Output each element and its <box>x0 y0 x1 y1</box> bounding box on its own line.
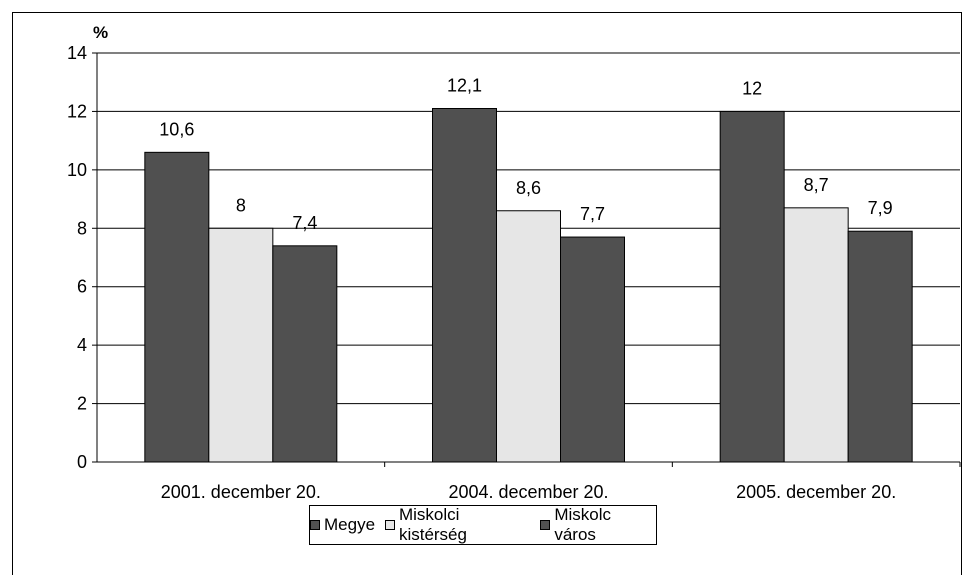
legend-item-miskolc-varos: Miskolc város <box>540 505 656 545</box>
y-tick-label: 0 <box>77 452 87 472</box>
data-label: 7,9 <box>868 198 893 218</box>
data-label: 7,7 <box>580 204 605 224</box>
data-label: 7,4 <box>292 213 317 233</box>
y-tick-label: 14 <box>67 43 87 63</box>
bar <box>432 108 497 463</box>
legend-item-megye: Megye <box>310 515 375 535</box>
data-label: 8 <box>236 195 246 215</box>
data-label: 12,1 <box>447 76 482 96</box>
chart-frame <box>12 12 962 575</box>
bar <box>208 227 274 463</box>
bar <box>847 230 913 463</box>
data-label: 10,6 <box>159 119 194 139</box>
y-tick-label: 2 <box>77 394 87 414</box>
y-tick-label: 6 <box>77 277 87 297</box>
data-label: 12 <box>742 78 762 98</box>
legend-label-megye: Megye <box>324 515 376 534</box>
legend-swatch-megye <box>310 520 320 530</box>
data-label: 8,6 <box>516 178 541 198</box>
bar <box>719 110 785 463</box>
x-tick-label: 2005. december 20. <box>736 482 896 502</box>
legend: Megye Miskolci kistérség Miskolc város <box>309 505 657 545</box>
bar <box>560 236 625 463</box>
legend-label-miskolci-kisterseg: Miskolci kistérség <box>398 505 467 544</box>
bar <box>783 207 849 463</box>
x-tick-label: 2004. december 20. <box>448 482 608 502</box>
y-unit-label: % <box>93 23 108 42</box>
legend-item-miskolci-kisterseg: Miskolci kistérség <box>385 505 530 545</box>
y-tick-label: 12 <box>67 101 87 121</box>
y-tick-label: 4 <box>77 335 87 355</box>
bar <box>272 245 338 463</box>
legend-swatch-miskolc-varos <box>540 520 551 530</box>
y-tick-label: 8 <box>77 218 87 238</box>
bar <box>496 210 561 463</box>
bar <box>144 151 210 463</box>
data-label: 8,7 <box>804 175 829 195</box>
y-tick-label: 10 <box>67 160 87 180</box>
legend-swatch-miskolci-kisterseg <box>385 520 395 530</box>
x-tick-label: 2001. december 20. <box>161 482 321 502</box>
legend-label-miskolc-varos: Miskolc város <box>554 505 612 544</box>
